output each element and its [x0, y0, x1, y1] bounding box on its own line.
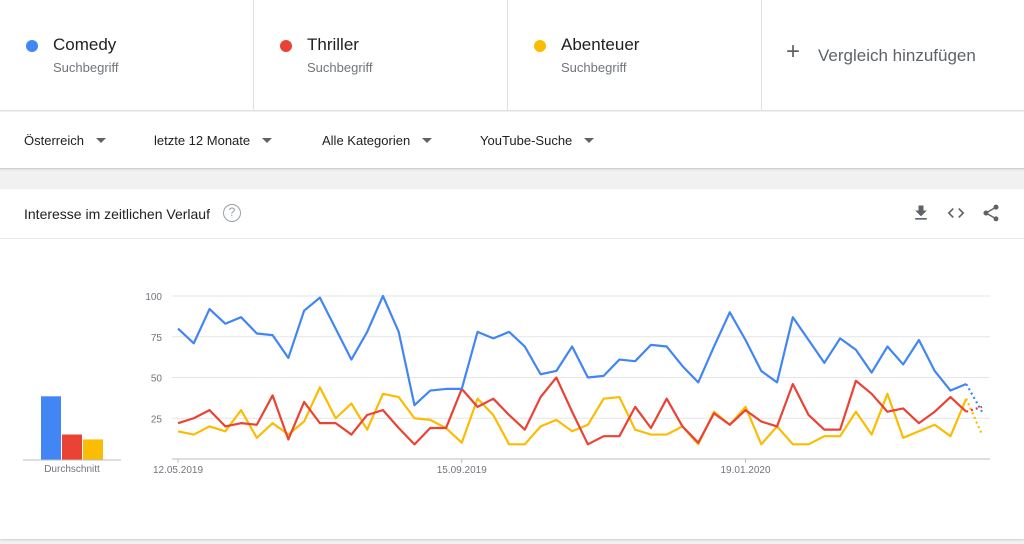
y-tick-label: 75: [151, 333, 163, 344]
term-type: Suchbegriff: [307, 60, 373, 75]
y-tick-labels: 25 50 75 100: [145, 292, 162, 425]
category-dropdown[interactable]: Alle Kategorien: [322, 133, 433, 148]
series-line-thriller: [177, 376, 967, 446]
embed-icon[interactable]: [946, 203, 966, 223]
term-type: Suchbegriff: [561, 60, 627, 75]
term-card-thriller[interactable]: Thriller Suchbegriff: [254, 0, 508, 111]
help-icon[interactable]: ?: [223, 204, 241, 222]
period-value: letzte 12 Monate: [154, 133, 251, 148]
series-color-dot: [26, 40, 38, 52]
source-value: YouTube-Suche: [480, 133, 573, 148]
card-header: Interesse im zeitlichen Verlauf ?: [0, 189, 1024, 239]
series-line-comedy: [177, 294, 967, 407]
term-type: Suchbegriff: [53, 60, 119, 75]
y-tick-label: 100: [145, 292, 162, 303]
card-title: Interesse im zeitlichen Verlauf: [24, 206, 210, 222]
term-card-comedy[interactable]: Comedy Suchbegriff: [0, 0, 254, 111]
term-card-abenteuer[interactable]: Abenteuer Suchbegriff: [508, 0, 762, 111]
region-dropdown[interactable]: Österreich: [24, 133, 106, 148]
region-value: Österreich: [24, 133, 84, 148]
add-comparison-button[interactable]: + Vergleich hinzufügen: [762, 0, 1024, 110]
average-bar-comedy: [41, 396, 61, 460]
interest-over-time-card: Interesse im zeitlichen Verlauf ? Durchs…: [0, 189, 1024, 539]
average-bar-abenteuer: [83, 439, 103, 460]
series-partial-thriller: [965, 405, 983, 413]
interest-chart: Durchschnitt 25 50 75 100 12.05.2019 15.09.2…: [23, 292, 990, 476]
caret-down-icon: [262, 138, 273, 143]
caret-down-icon: [584, 138, 595, 143]
series-line-abenteuer: [177, 386, 968, 446]
x-tick-label: 19.01.2020: [720, 465, 770, 476]
caret-down-icon: [422, 138, 433, 143]
add-comparison-label: Vergleich hinzufügen: [818, 46, 976, 65]
x-tick-labels: 12.05.2019 15.09.2019 19.01.2020: [153, 459, 771, 476]
term-name: Comedy: [53, 35, 117, 54]
period-dropdown[interactable]: letzte 12 Monate: [154, 133, 273, 148]
search-terms-bar: Comedy Suchbegriff Thriller Suchbegriff …: [0, 0, 1024, 111]
y-tick-label: 25: [151, 414, 163, 425]
series-lines: [177, 294, 984, 446]
plus-icon: +: [786, 38, 801, 65]
series-color-dot: [280, 40, 292, 52]
x-tick-label: 12.05.2019: [153, 465, 203, 476]
caret-down-icon: [95, 138, 106, 143]
term-name: Thriller: [307, 35, 359, 54]
share-icon[interactable]: [981, 203, 1001, 223]
series-partial-comedy: [965, 383, 983, 413]
download-icon[interactable]: [911, 203, 931, 223]
term-name: Abenteuer: [561, 35, 640, 54]
filter-bar: Österreich letzte 12 Monate Alle Kategor…: [0, 112, 1024, 169]
series-partial-abenteuer: [965, 398, 984, 435]
x-tick-label: 15.09.2019: [437, 465, 487, 476]
grid-lines: [172, 295, 990, 460]
category-value: Alle Kategorien: [322, 133, 411, 148]
series-color-dot: [534, 40, 546, 52]
average-bars: [23, 396, 121, 461]
average-label: Durchschnitt: [44, 464, 100, 475]
y-tick-label: 50: [151, 374, 163, 385]
average-bar-thriller: [62, 434, 82, 460]
source-dropdown[interactable]: YouTube-Suche: [480, 133, 595, 148]
